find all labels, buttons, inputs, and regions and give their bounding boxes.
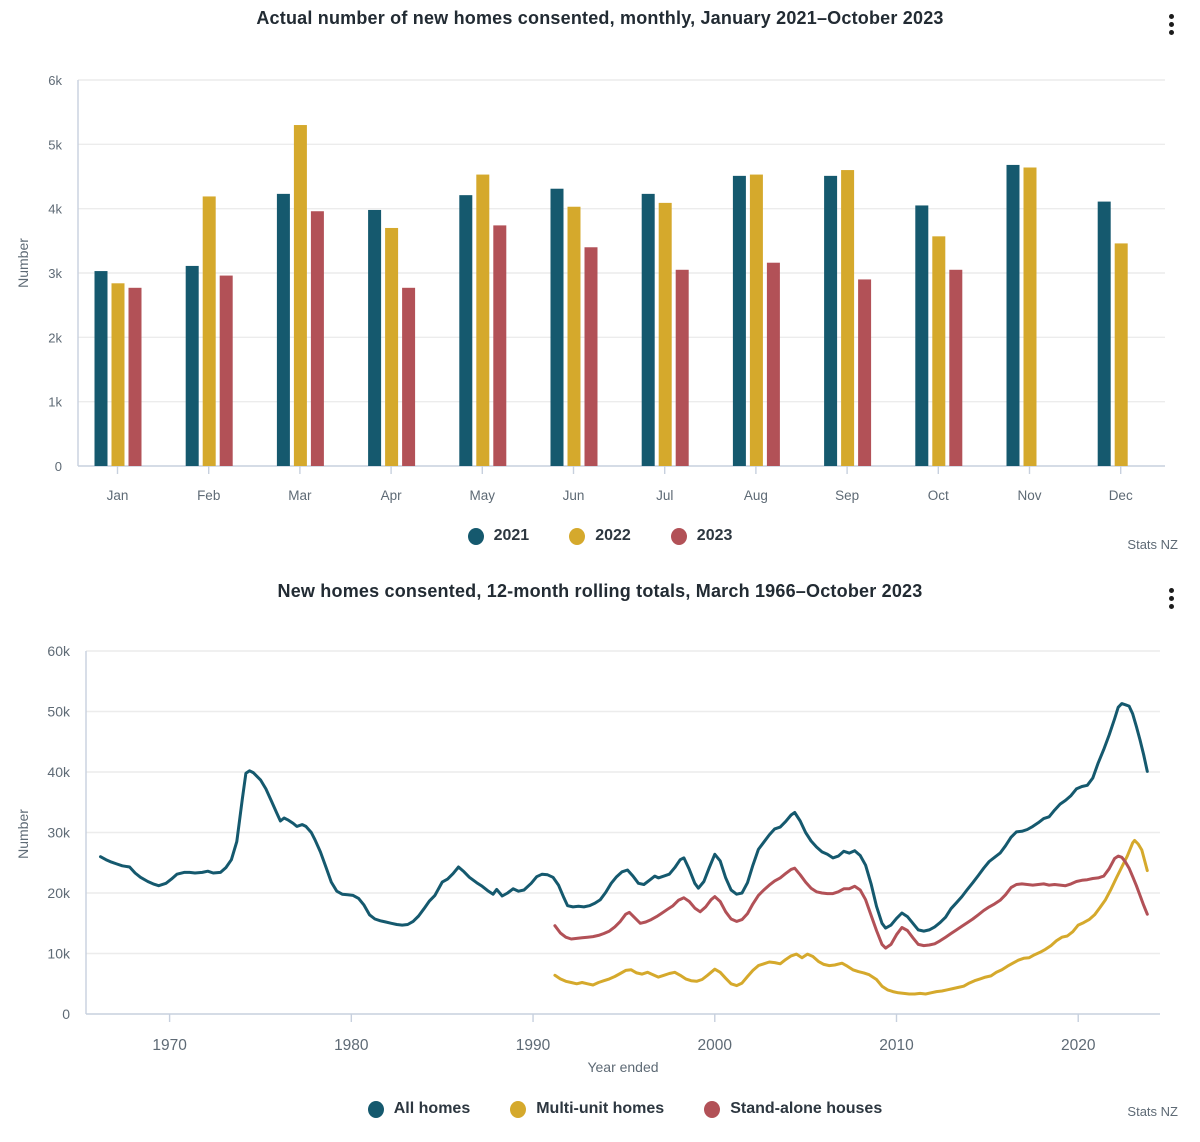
bar-chart-title: Actual number of new homes consented, mo… bbox=[256, 8, 944, 28]
svg-text:6k: 6k bbox=[48, 73, 62, 88]
legend-marker-stand-alone bbox=[704, 1100, 721, 1118]
svg-text:50k: 50k bbox=[47, 704, 71, 720]
legend-item-all-homes[interactable]: All homes bbox=[367, 1100, 471, 1118]
svg-text:5k: 5k bbox=[48, 137, 62, 152]
svg-text:1980: 1980 bbox=[334, 1037, 369, 1054]
svg-text:Sep: Sep bbox=[835, 488, 859, 503]
svg-text:1970: 1970 bbox=[152, 1037, 187, 1054]
line-x-axis-title: Year ended bbox=[587, 1059, 659, 1075]
legend-marker-all-homes bbox=[367, 1100, 384, 1118]
svg-text:4k: 4k bbox=[48, 202, 62, 217]
source-attribution: Stats NZ bbox=[1127, 1104, 1178, 1119]
bar-chart-legend: 2021 2022 2023 bbox=[0, 527, 1200, 545]
svg-text:1990: 1990 bbox=[516, 1037, 551, 1054]
kebab-dot bbox=[1168, 22, 1174, 27]
svg-text:2k: 2k bbox=[48, 330, 62, 345]
legend-marker-2021 bbox=[467, 527, 484, 545]
bar-series-2023 bbox=[128, 211, 963, 466]
svg-text:Aug: Aug bbox=[744, 488, 768, 503]
line-series-Multi-unit homes bbox=[553, 838, 1149, 996]
kebab-menu-icon[interactable] bbox=[1164, 12, 1178, 37]
svg-text:60k: 60k bbox=[47, 643, 71, 659]
svg-text:Jan: Jan bbox=[107, 488, 129, 503]
bar-plot: 0 1k 2k 3k 4k 5k 6k Jan Feb Mar Apr May Jun Jul Aug Sep… bbox=[48, 73, 1165, 503]
bar-series-2021 bbox=[94, 164, 1111, 467]
kebab-dot bbox=[1168, 596, 1174, 601]
legend-item-2022[interactable]: 2022 bbox=[569, 527, 631, 545]
svg-text:20k: 20k bbox=[47, 885, 71, 901]
kebab-menu-icon[interactable] bbox=[1164, 586, 1178, 611]
svg-text:1k: 1k bbox=[48, 395, 62, 410]
legend-label-2022: 2022 bbox=[595, 527, 631, 544]
line-chart-title: New homes consented, 12-month rolling to… bbox=[277, 581, 923, 601]
svg-text:May: May bbox=[470, 488, 496, 503]
line-series-All homes bbox=[99, 702, 1149, 933]
kebab-dot bbox=[1168, 588, 1174, 593]
svg-text:Oct: Oct bbox=[928, 488, 949, 503]
bar-series-2022 bbox=[111, 125, 1128, 467]
legend-label-2021: 2021 bbox=[493, 527, 530, 544]
kebab-dot bbox=[1168, 604, 1174, 609]
svg-text:40k: 40k bbox=[47, 764, 71, 780]
legend-item-stand-alone[interactable]: Stand-alone houses bbox=[704, 1100, 882, 1118]
kebab-dot bbox=[1168, 14, 1174, 19]
source-attribution: Stats NZ bbox=[1127, 537, 1178, 552]
svg-text:3k: 3k bbox=[48, 266, 62, 281]
svg-text:2010: 2010 bbox=[879, 1037, 914, 1054]
legend-marker-2022 bbox=[569, 527, 586, 545]
svg-text:Feb: Feb bbox=[197, 488, 220, 503]
svg-text:Jul: Jul bbox=[656, 488, 673, 503]
svg-text:Dec: Dec bbox=[1109, 488, 1133, 503]
line-plot: 0 10k 20k 30k 40k 50k 60k 1970 1980 1990 2000 2010 2… bbox=[47, 643, 1160, 1054]
legend-item-2021[interactable]: 2021 bbox=[467, 527, 530, 545]
svg-text:Mar: Mar bbox=[288, 488, 312, 503]
svg-text:Nov: Nov bbox=[1017, 488, 1041, 503]
legend-label-multi-unit: Multi-unit homes bbox=[536, 1100, 665, 1117]
legend-marker-multi-unit bbox=[510, 1100, 527, 1118]
legend-label-all-homes: All homes bbox=[393, 1100, 471, 1117]
svg-text:Jun: Jun bbox=[563, 488, 585, 503]
svg-text:30k: 30k bbox=[47, 825, 71, 841]
svg-text:10k: 10k bbox=[47, 946, 71, 962]
legend-item-multi-unit[interactable]: Multi-unit homes bbox=[510, 1100, 664, 1118]
legend-label-stand-alone: Stand-alone houses bbox=[730, 1100, 883, 1117]
legend-marker-2023 bbox=[670, 527, 687, 545]
svg-text:0: 0 bbox=[62, 1006, 70, 1022]
svg-text:0: 0 bbox=[55, 459, 62, 474]
svg-text:2000: 2000 bbox=[698, 1037, 733, 1054]
svg-text:Apr: Apr bbox=[381, 488, 403, 503]
svg-text:2020: 2020 bbox=[1061, 1037, 1096, 1054]
line-series-Stand-alone houses bbox=[553, 854, 1149, 950]
line-chart-legend: All homes Multi-unit homes Stand-alone h… bbox=[0, 1100, 1200, 1118]
legend-label-2023: 2023 bbox=[696, 527, 733, 544]
kebab-dot bbox=[1168, 30, 1174, 35]
legend-item-2023[interactable]: 2023 bbox=[670, 527, 733, 545]
